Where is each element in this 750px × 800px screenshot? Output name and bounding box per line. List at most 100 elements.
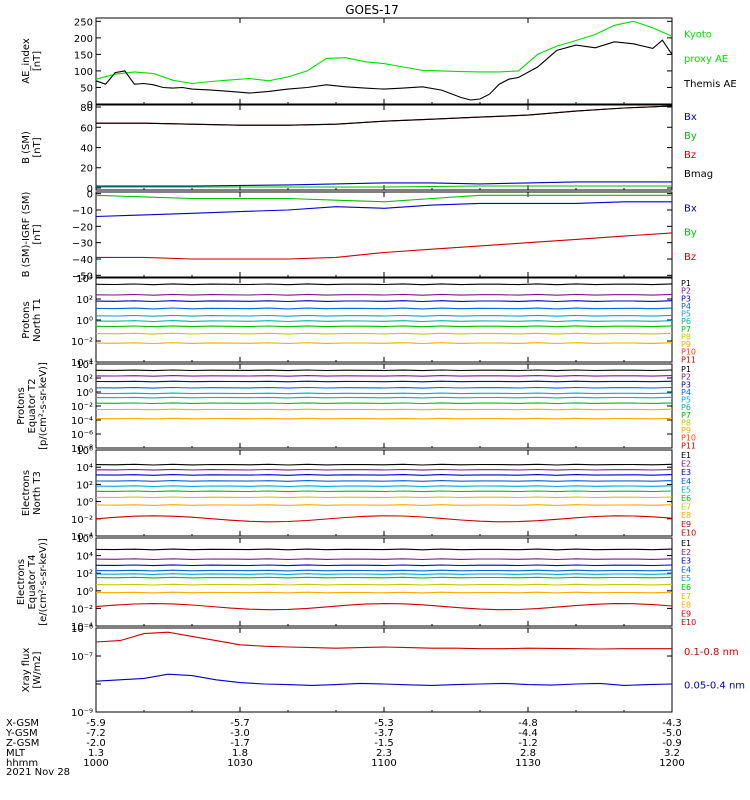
- y-tick-label: 0: [87, 100, 93, 111]
- y-tick-label: 10²: [76, 480, 93, 491]
- legend-label: P11: [681, 441, 696, 450]
- ephemeris-value: 1200: [659, 758, 684, 769]
- y-tick-label: 20: [80, 164, 93, 175]
- y-tick-label: 10⁻⁷: [71, 652, 93, 663]
- legend-label: Bmag: [684, 169, 713, 180]
- y-tick-label: 10⁴: [76, 463, 93, 474]
- series-line-e7: [95, 496, 673, 499]
- y-tick-label: 10⁰: [76, 587, 93, 598]
- ephemeris-value: 2.3: [376, 748, 392, 759]
- series-line-e2: [95, 468, 673, 471]
- legend-label: E6: [681, 583, 691, 592]
- y-axis-label: Xray flux[W/m2]: [21, 648, 43, 693]
- panel-frame: [95, 17, 673, 105]
- y-tick-label: −30: [72, 239, 93, 250]
- panel-frame: [95, 449, 673, 537]
- ephemeris-value: 1.8: [232, 748, 248, 759]
- series-line-p1: [95, 283, 673, 286]
- panel-ae: 0 50 100 150 200 250 AE_index[nT] Kyoto proxy AE…: [21, 17, 737, 111]
- legend-label: E9: [681, 520, 691, 529]
- ephemeris-label: hhmm: [6, 758, 38, 769]
- series-line-p4: [95, 386, 673, 389]
- series-line-0-1-0-8-nm: [95, 631, 672, 650]
- legend-label: E7: [681, 592, 691, 601]
- legend-label: E10: [681, 528, 696, 537]
- y-tick-label: 80: [80, 103, 93, 114]
- series-line-p8: [95, 332, 673, 335]
- y-axis-label: ProtonsNorth T1: [21, 298, 43, 342]
- legend-label: By: [684, 228, 697, 239]
- legend-label: E5: [681, 574, 691, 583]
- y-tick-label: 10⁻⁴: [71, 416, 93, 427]
- legend-label: P9: [681, 426, 691, 435]
- series-line-p1: [95, 369, 673, 372]
- ephemeris-value: -1.5: [374, 738, 394, 749]
- ephemeris-table: X-GSM -5.9 -5.7 -5.3 -4.8 -4.3 Y-GSM -7.2 -3.0 -3…: [5, 718, 685, 769]
- series-line-p2: [95, 375, 673, 377]
- series-line-p7: [95, 402, 673, 405]
- y-tick-label: 10²: [76, 374, 93, 385]
- series-line-p4: [95, 307, 673, 310]
- y-axis-label: B (SM)-IGRF (SM)[nT]: [21, 192, 43, 278]
- y-tick-label: 60: [80, 123, 93, 134]
- y-tick-label: 10⁰: [76, 498, 93, 509]
- panel-b_igrf: 0 −10 −20 −30 −40 −50 B (SM)-IGRF (SM)[nT] Bx By…: [21, 190, 697, 283]
- ephemeris-value: -3.7: [374, 728, 394, 739]
- y-tick-label: 10⁴: [76, 274, 93, 285]
- y-axis-label: B (SM)[nT]: [21, 131, 43, 164]
- legend-label: P2: [681, 287, 691, 296]
- legend-label: E3: [681, 468, 691, 477]
- legend-label: P8: [681, 418, 691, 427]
- y-tick-label: −10: [72, 206, 93, 217]
- ephemeris-value: -4.4: [518, 728, 538, 739]
- legend-label: proxy AE: [684, 54, 728, 65]
- y-tick-label: 10⁰: [76, 388, 93, 399]
- panel-p_equator: 10⁻⁸ 10⁻⁶ 10⁻⁴ 10⁻² 10⁰ 10² 10⁴ ProtonsEquator …: [16, 360, 696, 455]
- y-tick-label: 10²: [76, 569, 93, 580]
- ephemeris-value: 1.3: [88, 748, 104, 759]
- ephemeris-value: -5.0: [662, 728, 682, 739]
- legend-label: P4: [681, 302, 691, 311]
- y-axis-label: ElectronsNorth T3: [21, 470, 43, 516]
- y-tick-label: 10⁻⁴: [71, 358, 93, 369]
- series-line-p9: [95, 417, 673, 420]
- legend-label: E2: [681, 548, 691, 557]
- legend-label: Kyoto: [684, 30, 712, 41]
- y-tick-label: 150: [74, 50, 93, 61]
- ephemeris-value: -5.9: [86, 718, 106, 729]
- ephemeris-value: -5.3: [374, 718, 394, 729]
- y-axis-label: AE_index[nT]: [21, 38, 43, 84]
- y-tick-label: 40: [80, 144, 93, 155]
- y-tick-label: 10⁴: [76, 360, 93, 371]
- legend-label: P8: [681, 332, 691, 341]
- legend-label: E4: [681, 477, 691, 486]
- y-tick-label: 10⁶: [76, 446, 93, 457]
- panel-frame: [95, 537, 673, 627]
- y-tick-label: 0: [87, 190, 93, 201]
- ephemeris-label: MLT: [6, 748, 26, 759]
- panel-frame: [95, 191, 673, 278]
- panel-xray: 10⁻⁹ 10⁻⁷ 10⁻⁶ Xray flux[W/m2] 0.1-0.8 nm 0.0…: [21, 624, 745, 719]
- y-tick-label: 0: [87, 184, 93, 195]
- y-tick-label: 10⁻⁸: [71, 444, 93, 455]
- ephemeris-value: -4.8: [518, 718, 538, 729]
- y-tick-label: 10⁻⁴: [71, 532, 93, 543]
- ephemeris-label: X-GSM: [6, 718, 39, 729]
- y-tick-label: −40: [72, 255, 93, 266]
- legend-label: E7: [681, 503, 691, 512]
- legend-label: E8: [681, 601, 691, 610]
- legend-label: By: [684, 131, 697, 142]
- ephemeris-value: -7.2: [86, 728, 106, 739]
- y-tick-label: 50: [80, 83, 93, 94]
- y-tick-label: 10⁶: [76, 534, 93, 545]
- ephemeris-value: 1000: [83, 758, 108, 769]
- legend-label: E1: [681, 451, 691, 460]
- panel-frame: [95, 104, 673, 191]
- series-line-p7: [95, 325, 673, 328]
- y-tick-label: 10⁻⁶: [71, 624, 93, 635]
- series-line-p5: [95, 392, 673, 395]
- series-line-bx: [95, 201, 672, 218]
- series-line-e8: [95, 504, 673, 506]
- series-line-e6: [95, 576, 673, 579]
- series-line-0-05-0-4-nm: [95, 673, 673, 686]
